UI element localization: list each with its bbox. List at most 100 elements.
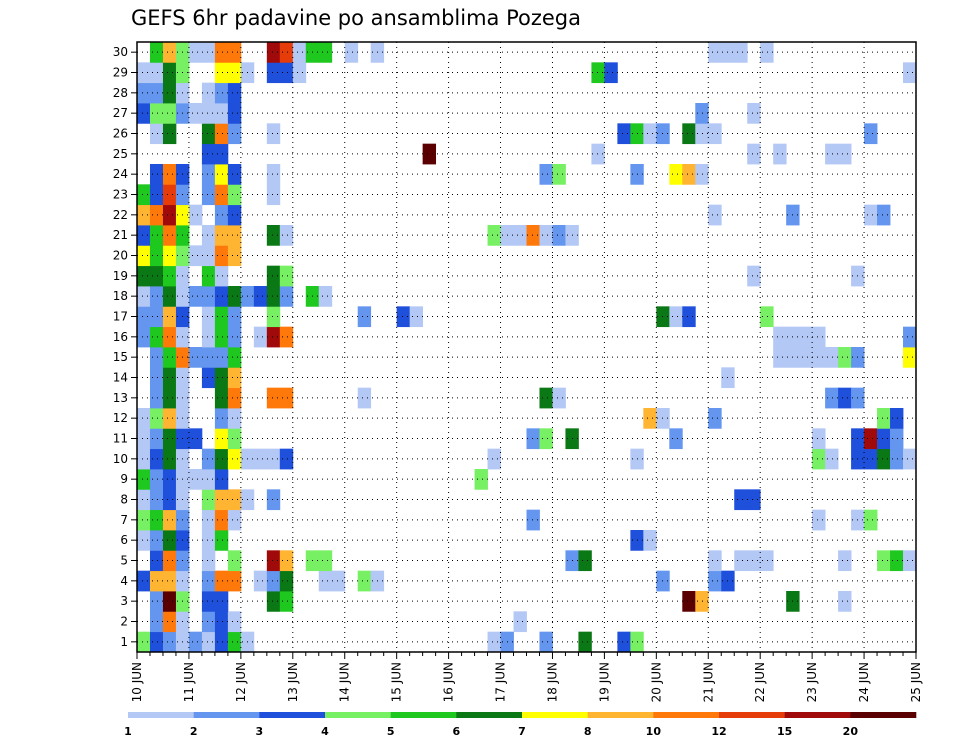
y-tick-label: 11 (113, 432, 128, 446)
y-tick-label: 17 (113, 310, 128, 324)
heatmap-cell (214, 428, 229, 450)
heatmap-cell (266, 42, 281, 63)
x-tick-label: 12 JUN (234, 662, 248, 702)
colorbar-label: 8 (584, 725, 592, 738)
heatmap-cell (214, 509, 229, 531)
colorbar-swatch (719, 712, 785, 718)
y-tick-label: 19 (113, 269, 128, 283)
heatmap-cell (604, 62, 618, 84)
heatmap-cell (162, 103, 177, 124)
heatmap-cell (162, 428, 177, 450)
heatmap-cell (201, 367, 216, 389)
heatmap-cell (227, 286, 242, 307)
heatmap-cell (188, 286, 203, 307)
heatmap-cell (578, 550, 592, 572)
heatmap-cell (214, 611, 229, 633)
heatmap-cell (214, 123, 229, 145)
heatmap-cell (201, 265, 216, 287)
y-tick-label: 25 (113, 147, 128, 161)
heatmap-cell (227, 347, 242, 368)
heatmap-cell (747, 143, 761, 165)
heatmap-cell (877, 550, 891, 572)
heatmap-cell (137, 286, 151, 307)
heatmap-cell (747, 550, 761, 572)
heatmap-cell (214, 530, 229, 551)
colorbar-label: 4 (321, 725, 329, 738)
heatmap-cell (266, 550, 281, 572)
heatmap-cell (903, 448, 917, 470)
heatmap-cell (188, 245, 203, 267)
heatmap-cell (201, 306, 216, 328)
heatmap-cell (162, 570, 177, 592)
heatmap-cell (201, 42, 216, 63)
heatmap-cell (747, 489, 761, 511)
heatmap-cell (695, 103, 709, 124)
heatmap-cell (149, 286, 164, 307)
heatmap-cell (656, 570, 670, 592)
heatmap-cell (214, 387, 229, 409)
heatmap-cell (227, 306, 242, 328)
heatmap-cell (643, 530, 657, 551)
heatmap-cell (227, 550, 242, 572)
y-tick-label: 6 (120, 533, 128, 547)
heatmap-cell (162, 184, 177, 206)
y-axis: 1234567891011121314151617181920212223242… (113, 45, 137, 649)
heatmap-cell (812, 428, 826, 450)
heatmap-cell (695, 164, 709, 185)
heatmap-cell (162, 591, 177, 612)
colorbar-swatch (456, 712, 523, 718)
heatmap-cell (695, 123, 709, 145)
heatmap-cell (578, 631, 592, 653)
heatmap-cell (708, 570, 722, 592)
colorbar-swatch (784, 712, 851, 718)
heatmap-cell (890, 448, 904, 470)
heatmap-cell (266, 306, 281, 328)
heatmap-cell (201, 469, 216, 490)
colorbar-label: 20 (843, 725, 859, 738)
heatmap-cell (760, 42, 774, 63)
heatmap-cell (149, 225, 164, 246)
heatmap-cell (708, 204, 722, 226)
heatmap-cell (669, 306, 683, 328)
heatmap-cell (137, 82, 151, 104)
heatmap-cell (279, 550, 294, 572)
heatmap-cell (149, 448, 164, 470)
y-tick-label: 10 (113, 452, 128, 466)
heatmap-cell (201, 123, 216, 145)
heatmap-cell (201, 509, 216, 531)
heatmap-cell (149, 245, 164, 267)
y-tick-label: 12 (113, 411, 128, 425)
chart-title: GEFS 6hr padavine po ansamblima Pozega (131, 6, 581, 30)
heatmap-cell (214, 570, 229, 592)
heatmap-cell (149, 82, 164, 104)
heatmap-cell (734, 42, 748, 63)
heatmap-cell (318, 286, 333, 307)
heatmap-cell (773, 326, 787, 348)
heatmap-cell (838, 591, 852, 612)
heatmap-cell (201, 245, 216, 267)
heatmap-cell (162, 530, 177, 551)
heatmap-cell (149, 591, 164, 612)
y-tick-label: 30 (113, 45, 128, 59)
heatmap-cell (890, 428, 904, 450)
heatmap-cell (149, 387, 164, 409)
y-tick-label: 2 (120, 615, 128, 629)
heatmap-cell (149, 184, 164, 206)
heatmap-cell (253, 286, 268, 307)
heatmap-cell (227, 448, 242, 470)
heatmap-cell (539, 631, 553, 653)
heatmap-cell (149, 530, 164, 551)
heatmap-cell (279, 448, 294, 470)
y-tick-label: 27 (113, 106, 128, 120)
heatmap-cell (266, 570, 281, 592)
y-tick-label: 8 (120, 493, 128, 507)
heatmap-cell (487, 225, 501, 246)
heatmap-cell (253, 570, 268, 592)
heatmap-cell (812, 509, 826, 531)
heatmap-cell (864, 448, 878, 470)
heatmap-cell (864, 509, 878, 531)
heatmap-cell (227, 42, 242, 63)
heatmap-cell (137, 225, 151, 246)
heatmap-cell (357, 570, 372, 592)
heatmap-cell (188, 631, 203, 653)
